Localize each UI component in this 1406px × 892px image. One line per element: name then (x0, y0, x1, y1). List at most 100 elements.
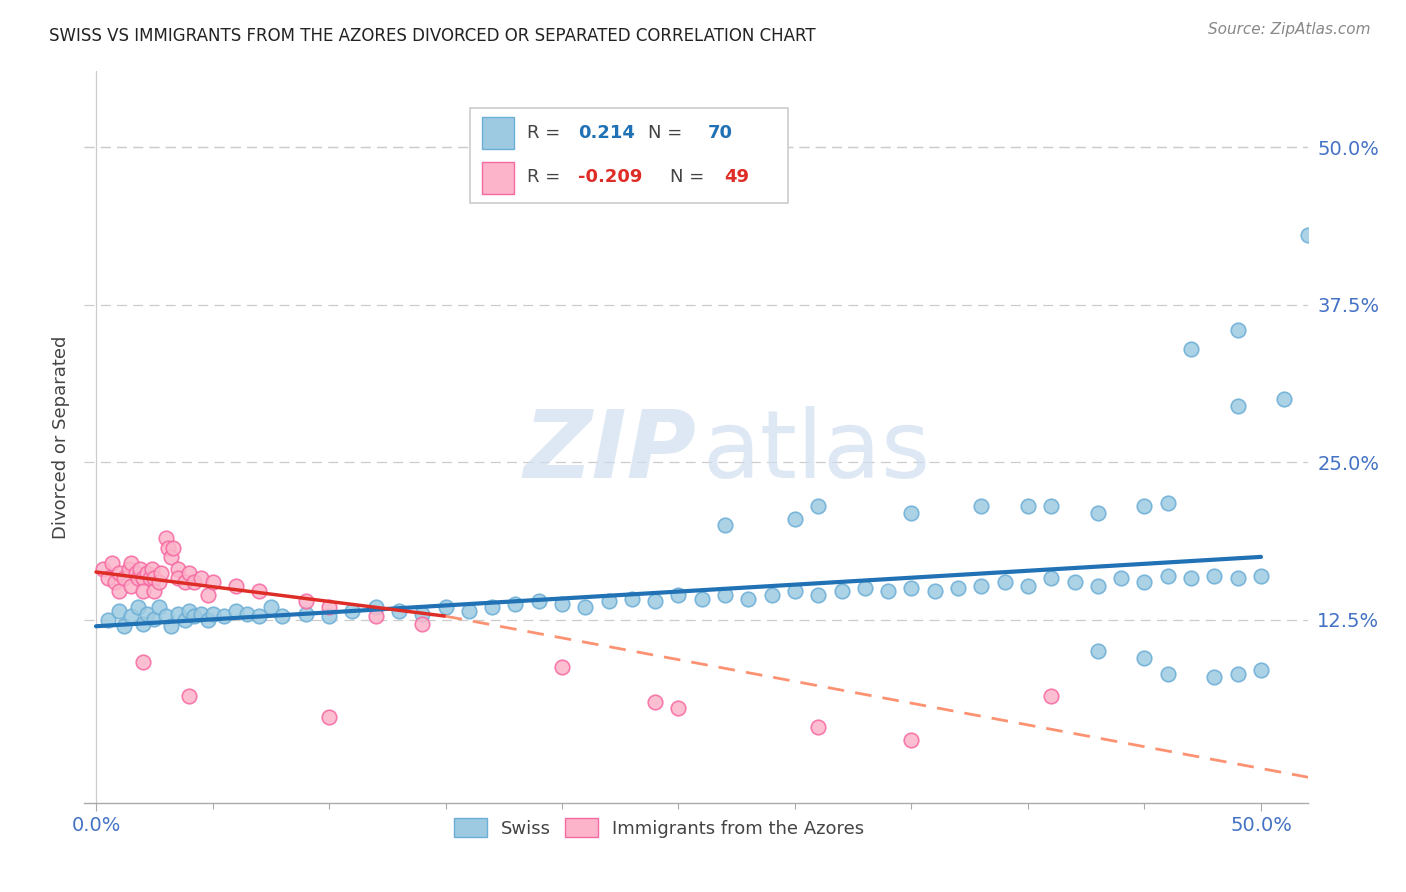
Point (1204, 569, 1226, 583)
Point (143, 571, 166, 585)
Point (1226, 399, 1249, 413)
Point (162, 541, 184, 555)
Point (1180, 342, 1202, 356)
Point (457, 604, 479, 618)
Point (1133, 500, 1156, 514)
Point (1180, 571, 1202, 585)
Point (155, 609, 177, 624)
Point (1087, 506, 1109, 520)
Point (97, 613, 120, 627)
Point (236, 607, 259, 621)
Point (411, 607, 433, 621)
Point (1157, 667, 1180, 681)
Point (190, 571, 212, 585)
Point (1272, 392, 1295, 407)
Point (120, 609, 142, 624)
Point (900, 582, 922, 596)
Point (505, 597, 527, 611)
Point (294, 607, 316, 621)
Point (108, 566, 131, 581)
Point (620, 591, 643, 606)
Point (143, 583, 166, 598)
Point (143, 612, 166, 626)
Point (831, 583, 853, 598)
Point (807, 500, 830, 514)
Point (1040, 571, 1063, 585)
Point (714, 588, 737, 602)
Point (225, 604, 247, 618)
Point (127, 571, 149, 585)
Point (1250, 569, 1272, 583)
Point (1109, 571, 1132, 585)
Point (183, 575, 205, 590)
Point (1087, 579, 1109, 593)
Point (1157, 496, 1180, 510)
Point (644, 695, 666, 709)
Point (551, 597, 574, 611)
Point (247, 583, 270, 598)
Point (136, 607, 159, 621)
Point (136, 566, 159, 581)
Point (166, 562, 188, 576)
Point (342, 604, 364, 618)
Point (159, 619, 181, 633)
Point (364, 600, 387, 615)
Legend: Swiss, Immigrants from the Azores: Swiss, Immigrants from the Azores (447, 811, 872, 845)
Point (853, 582, 876, 596)
Point (481, 600, 503, 615)
Point (101, 556, 124, 570)
Point (761, 588, 783, 602)
Text: SWISS VS IMMIGRANTS FROM THE AZORES DIVORCED OR SEPARATED CORRELATION CHART: SWISS VS IMMIGRANTS FROM THE AZORES DIVO… (49, 27, 815, 45)
Point (574, 600, 596, 615)
Point (434, 600, 457, 615)
Point (411, 616, 433, 631)
Point (201, 575, 224, 590)
Point (197, 588, 219, 602)
Point (131, 583, 153, 598)
Point (970, 579, 993, 593)
Point (644, 594, 666, 608)
Point (179, 604, 201, 618)
Point (318, 609, 340, 624)
Point (148, 600, 170, 615)
Point (127, 600, 149, 615)
Point (120, 556, 142, 570)
Point (173, 613, 195, 627)
Point (318, 710, 340, 724)
Point (141, 562, 163, 576)
Point (946, 582, 969, 596)
Point (1133, 575, 1156, 590)
Point (994, 575, 1017, 590)
Point (271, 609, 294, 624)
Point (1017, 579, 1039, 593)
Point (1063, 575, 1085, 590)
Point (260, 600, 283, 615)
Point (247, 609, 270, 624)
Point (104, 575, 127, 590)
Point (212, 609, 235, 624)
Point (1017, 500, 1039, 514)
Point (117, 562, 139, 576)
Point (1226, 667, 1249, 681)
Point (551, 659, 574, 673)
Point (807, 588, 830, 602)
Point (190, 607, 212, 621)
Text: ZIP: ZIP (523, 406, 696, 498)
Point (201, 607, 224, 621)
Point (112, 619, 135, 633)
Point (120, 579, 142, 593)
Point (737, 591, 759, 606)
Point (166, 571, 188, 585)
Point (1157, 569, 1180, 583)
Text: Source: ZipAtlas.com: Source: ZipAtlas.com (1208, 22, 1371, 37)
Point (527, 594, 550, 608)
Point (155, 531, 177, 545)
Point (108, 604, 131, 618)
Point (900, 732, 922, 747)
Point (714, 518, 737, 533)
Text: atlas: atlas (702, 406, 931, 498)
Point (97, 571, 120, 585)
Point (690, 591, 713, 606)
Point (1226, 571, 1249, 585)
Point (183, 609, 205, 624)
